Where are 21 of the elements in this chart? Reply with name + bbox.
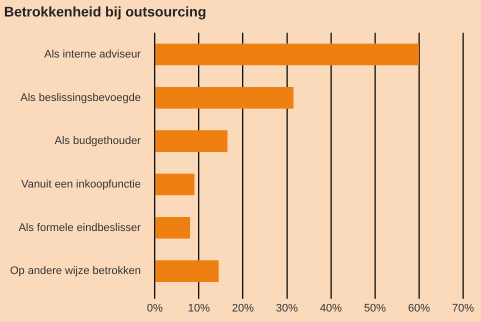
- y-tick-label: Als formele eindbeslisser: [18, 222, 142, 234]
- x-tick-label: 50%: [364, 302, 386, 314]
- x-tick-label: 40%: [320, 302, 342, 314]
- bar: [156, 216, 190, 239]
- y-tick-label: Op andere wijze betrokken: [10, 265, 141, 278]
- x-tick-label: 60%: [408, 302, 430, 314]
- y-tick-label: Als beslissingsbevoegde: [20, 92, 141, 104]
- bar: [156, 130, 228, 152]
- y-tick-label: Als budgethouder: [54, 135, 142, 148]
- y-tick-label: Vanuit een inkoopfunctie: [21, 178, 141, 190]
- bar: [156, 44, 419, 66]
- y-tick-label: Als interne adviseur: [44, 48, 142, 60]
- x-tick-label: 0%: [146, 302, 164, 314]
- bar: [156, 86, 294, 109]
- chart-title: Betrokkenheid bij outsourcing: [4, 3, 206, 20]
- x-tick-label: 20%: [232, 302, 254, 314]
- bar: [156, 174, 194, 196]
- x-tick-label: 70%: [452, 302, 474, 314]
- x-tick-label: 30%: [276, 302, 298, 314]
- bar: [156, 260, 219, 282]
- x-tick-label: 10%: [188, 302, 210, 314]
